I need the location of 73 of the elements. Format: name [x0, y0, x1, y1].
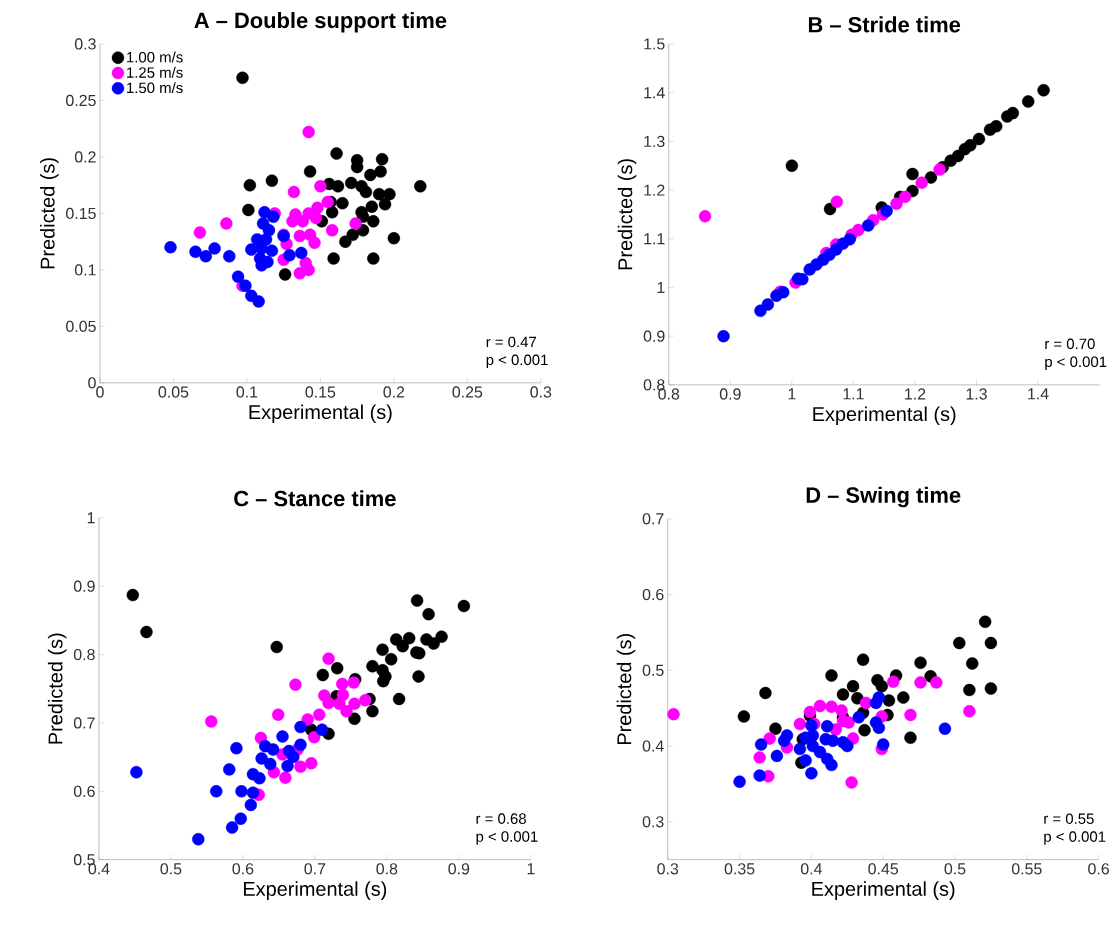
x-tick-label: 0: [96, 386, 104, 398]
y-tick-label: 0.2: [74, 151, 96, 163]
x-tick-label: 0.2: [383, 386, 405, 398]
annotation: r = 0.55: [1044, 813, 1094, 825]
x-axis-title: Experimental (s): [244, 881, 387, 901]
annotation: p < 0.001: [1044, 831, 1106, 846]
y-tick-label: 1: [657, 282, 665, 294]
y-tick-label: 0.9: [73, 580, 95, 592]
x-tick-label: 0.8: [376, 863, 398, 875]
chart-title: D – Swing time: [806, 486, 961, 508]
x-tick-label: 1.4: [1028, 388, 1049, 400]
y-tick-label: 1.3: [644, 135, 665, 148]
x-tick-label: 0.35: [724, 863, 755, 875]
y-tick-label: 1: [87, 512, 95, 524]
chart-title: B – Stride time: [808, 16, 961, 33]
y-tick-label: 1.4: [644, 87, 665, 99]
y-axis-title: Predicted (s): [617, 159, 637, 270]
y-tick-label: 0.7: [73, 717, 95, 729]
x-tick-label: 0.4: [800, 863, 822, 875]
x-tick-label: 1: [527, 863, 535, 875]
annotation: p < 0.001: [476, 831, 538, 845]
chart-title: C – Stance time: [234, 490, 396, 507]
y-axis-title: Predicted (s): [40, 158, 59, 269]
x-tick-label: 0.3: [530, 386, 552, 398]
y-tick-label: 0.9: [643, 330, 665, 342]
y-tick-label: 0.25: [66, 94, 96, 107]
y-tick-label: 0: [88, 377, 96, 389]
x-axis-title: Experimental (s): [813, 406, 956, 426]
y-tick-label: 0.8: [73, 649, 95, 661]
x-tick-label: 0.55: [1011, 863, 1042, 875]
x-tick-label: 1.3: [966, 388, 987, 400]
x-tick-label: 0.9: [719, 388, 741, 400]
x-tick-label: 0.15: [305, 386, 336, 398]
y-tick-label: 0.3: [642, 816, 664, 828]
x-tick-label: 0.7: [304, 863, 326, 875]
x-tick-label: 1.1: [843, 388, 864, 400]
legend-label: 1.25 m/s: [127, 67, 183, 78]
x-axis-title: Experimental (s): [249, 404, 392, 424]
x-tick-label: 0.9: [448, 863, 470, 875]
chart-title: A – Double support time: [194, 12, 447, 33]
x-tick-label: 0.5: [160, 863, 182, 875]
x-tick-label: 0.45: [868, 863, 899, 875]
x-tick-label: 0.6: [1088, 863, 1109, 875]
y-tick-label: 0.7: [642, 513, 664, 525]
y-tick-label: 0.6: [642, 589, 664, 601]
x-tick-label: 0.3: [657, 863, 679, 875]
legend-label: 1.00 m/s: [127, 51, 183, 63]
y-tick-label: 0.1: [74, 264, 96, 276]
x-tick-label: 0.5: [944, 863, 966, 875]
x-tick-label: 0.1: [236, 386, 258, 398]
x-tick-label: 0.05: [158, 386, 189, 398]
y-tick-label: 1.5: [644, 38, 665, 50]
y-tick-label: 0.15: [66, 207, 96, 220]
y-tick-label: 1.2: [644, 184, 665, 196]
y-tick-label: 0.05: [66, 320, 96, 333]
annotation: r = 0.68: [476, 813, 526, 825]
x-axis-title: Experimental (s): [812, 881, 955, 901]
x-tick-label: 1: [788, 388, 796, 400]
y-tick-label: 0.3: [74, 38, 96, 50]
annotation: p < 0.001: [1045, 356, 1107, 371]
y-axis-title: Predicted (s): [616, 634, 636, 745]
y-tick-label: 0.4: [642, 740, 664, 752]
x-tick-label: 0.25: [452, 386, 483, 398]
annotation: p < 0.001: [486, 354, 548, 369]
legend-label: 1.50 m/s: [127, 82, 183, 94]
x-tick-label: 1.2: [905, 388, 926, 400]
y-tick-label: 0.5: [642, 664, 664, 677]
annotation: r = 0.47: [486, 336, 537, 348]
y-axis-title: Predicted (s): [47, 633, 67, 744]
x-tick-label: 0.6: [232, 863, 254, 875]
annotation: r = 0.70: [1045, 338, 1095, 350]
y-tick-label: 0.6: [73, 785, 95, 798]
y-tick-label: 1.1: [644, 233, 665, 245]
